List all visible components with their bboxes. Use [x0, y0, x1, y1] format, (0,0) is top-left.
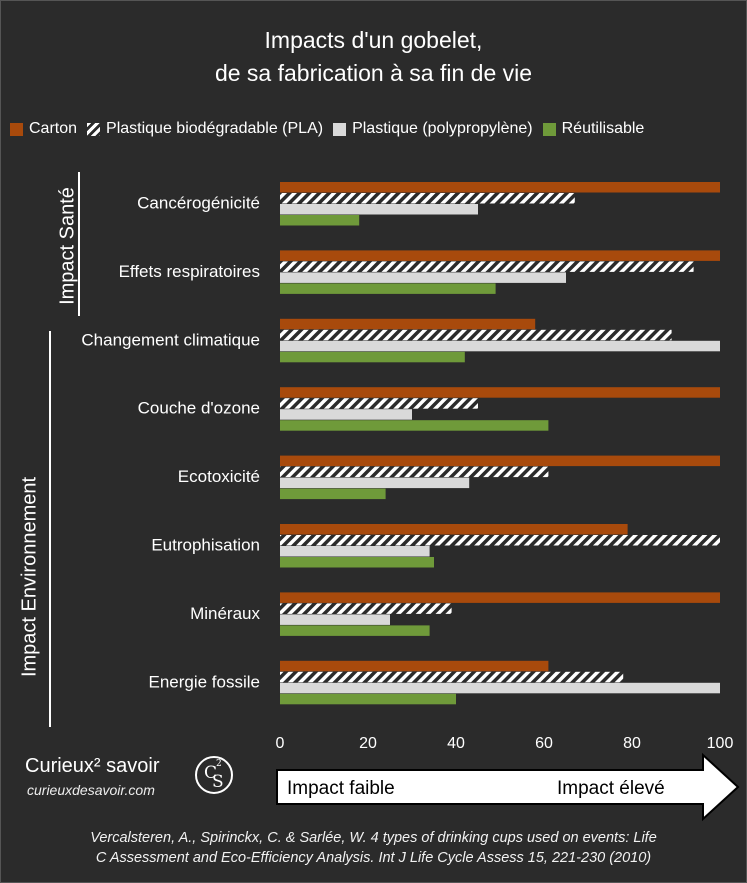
- bar-reusable-2: [280, 351, 465, 363]
- bar-carton-0: [280, 182, 720, 193]
- chart-title-line-1: Impacts d'un gobelet,: [264, 27, 483, 53]
- bar-reusable-1: [280, 283, 496, 294]
- citation-line-2: C Assessment and Eco-Efficiency Analysis…: [95, 850, 652, 866]
- bar-carton-7: [280, 660, 549, 672]
- bar-reusable-3: [280, 420, 549, 431]
- bar-pla-7: [280, 671, 624, 683]
- bar-pla-2: [280, 329, 672, 341]
- bar-series-group: [280, 182, 720, 705]
- x-tick-label: 60: [535, 735, 553, 750]
- bar-pla-5: [280, 535, 720, 546]
- bar-carton-6: [280, 592, 720, 603]
- impact-high-label: Impact élevé: [557, 778, 665, 799]
- group-label-environnement: Impact Environnement: [18, 477, 40, 678]
- bar-reusable-4: [280, 488, 386, 500]
- bar-pla-6: [280, 603, 452, 614]
- legend-swatch-pla: [87, 122, 101, 136]
- x-tick-label: 40: [447, 735, 465, 750]
- x-tick-label: 100: [707, 735, 734, 750]
- bar-polypropylene-0: [280, 204, 478, 215]
- bar-pla-0: [280, 193, 575, 204]
- brand-logo: C 2 S: [195, 756, 233, 794]
- source-citation: Vercalsteren, A., Spirinckx, C. & Sarlée…: [0, 828, 747, 868]
- x-tick-label: 80: [623, 735, 641, 750]
- legend-item-reusable: Réutilisable: [542, 120, 645, 138]
- chart-title-line-2: de sa fabrication à sa fin de vie: [214, 60, 533, 86]
- bar-pla-1: [280, 261, 694, 272]
- legend-swatch-reusable: [542, 122, 556, 136]
- legend-swatch-carton: [10, 122, 23, 136]
- legend-label-carton: Carton: [29, 120, 78, 137]
- bar-reusable-5: [280, 557, 434, 568]
- bar-reusable-0: [280, 215, 360, 226]
- legend-item-carton: Carton: [10, 120, 77, 138]
- bar-pla-4: [280, 466, 549, 478]
- bar-polypropylene-3: [280, 409, 412, 420]
- bar-polypropylene-1: [280, 272, 566, 283]
- x-tick-label: 20: [359, 735, 377, 750]
- bar-reusable-6: [280, 625, 430, 636]
- legend-item-polypropylene: Plastique (polypropylène): [333, 120, 533, 138]
- category-label: Cancérogénicité: [137, 193, 260, 212]
- bar-polypropylene-4: [280, 477, 470, 489]
- x-tick-label: 0: [276, 735, 285, 750]
- citation-line-1: Vercalsteren, A., Spirinckx, C. & Sarlée…: [90, 830, 657, 846]
- legend-item-pla: Plastique biodégradable (PLA): [87, 120, 323, 138]
- category-label: Couche d'ozone: [138, 399, 260, 418]
- bar-pla-3: [280, 398, 478, 409]
- bar-carton-5: [280, 524, 628, 535]
- category-label: Ecotoxicité: [178, 467, 260, 486]
- impact-scale-arrow: [276, 752, 740, 822]
- chart-legend: Carton Plastique biodégradable (PLA) Pla…: [10, 116, 654, 142]
- bar-chart: Impact Santé Impact Environnement Cancér…: [18, 172, 734, 750]
- category-labels: Cancérogénicité Effets respiratoires Chang…: [81, 193, 260, 691]
- category-label: Energie fossile: [148, 672, 260, 691]
- bar-carton-4: [280, 455, 720, 467]
- category-label: Minéraux: [190, 604, 260, 623]
- bar-polypropylene-2: [280, 340, 720, 352]
- legend-label-polypropylene: Plastique (polypropylène): [352, 120, 533, 137]
- legend-label-pla: Plastique biodégradable (PLA): [106, 120, 324, 137]
- category-label: Eutrophisation: [151, 535, 260, 554]
- bar-polypropylene-7: [280, 682, 720, 694]
- legend-swatch-polypropylene: [333, 122, 347, 136]
- bar-carton-3: [280, 387, 720, 398]
- impact-low-label: Impact faible: [287, 778, 395, 799]
- brand-logo-s: S: [212, 772, 224, 792]
- group-label-sante: Impact Santé: [56, 187, 78, 305]
- brand-logo-c: C: [204, 763, 218, 783]
- bar-reusable-7: [280, 693, 456, 705]
- brand-url: curieuxdesavoir.com: [27, 782, 155, 798]
- bar-carton-1: [280, 250, 720, 261]
- brand-name: Curieux² savoir: [25, 755, 160, 777]
- x-axis-tick-labels: 0 20 40 60 80 100: [276, 735, 734, 750]
- bar-polypropylene-5: [280, 546, 430, 557]
- brand-logo-superscript: 2: [216, 759, 222, 769]
- legend-label-reusable: Réutilisable: [561, 120, 645, 137]
- category-label: Changement climatique: [81, 330, 260, 349]
- bar-carton-2: [280, 318, 536, 330]
- bar-polypropylene-6: [280, 614, 390, 625]
- category-label: Effets respiratoires: [119, 262, 260, 281]
